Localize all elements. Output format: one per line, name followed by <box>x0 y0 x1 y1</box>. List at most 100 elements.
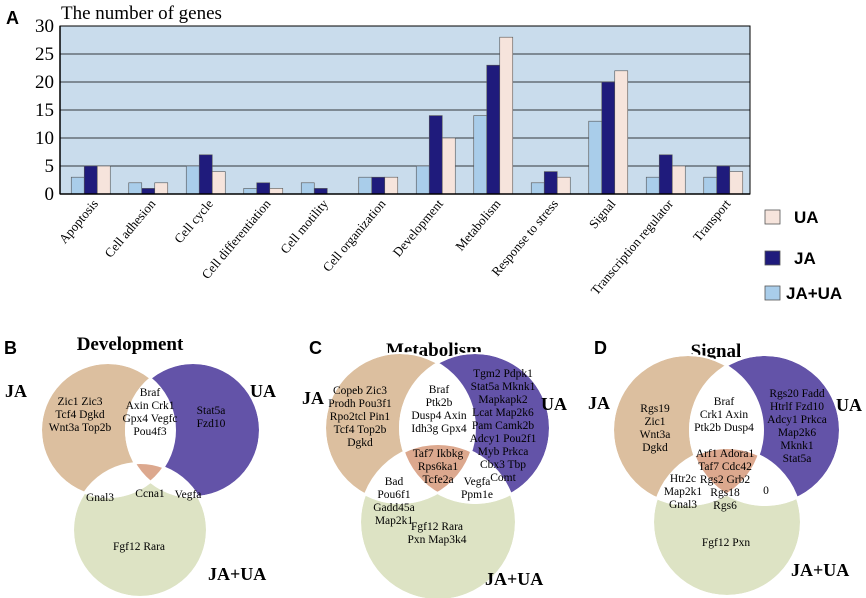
bar-ua-cell-differentiation <box>269 188 284 195</box>
region-triple <box>400 444 475 503</box>
gene-label: Zic1 <box>644 416 665 428</box>
gene-label: Axin Crk1 <box>126 400 175 412</box>
gene-label: Adcy1 Prkca <box>767 414 827 426</box>
gene-label: Htr2c <box>670 473 696 485</box>
legend-label-jaua: JA+UA <box>786 284 842 303</box>
bar-ja-plus-ua-development <box>415 165 430 195</box>
x-tick-label: Cell adhesion <box>101 196 159 261</box>
genes-ua-jaua: 0 <box>763 485 769 497</box>
gene-label: Wnt3a Top2b <box>49 422 112 434</box>
x-tick-label: Transport <box>690 196 734 244</box>
bar-ja-cell-organization <box>371 176 386 195</box>
gene-label: Vegfa <box>464 476 491 488</box>
bar-ja-transcription-regulator <box>658 154 673 195</box>
panel-b-letter: B <box>4 338 17 358</box>
gene-label: Fgf12 Rara <box>411 521 463 533</box>
gene-label: Htrlf Fzd10 <box>770 401 824 413</box>
gene-label: Fzd10 <box>197 418 226 430</box>
genes-ua-jaua: Vegfa <box>175 489 202 501</box>
gene-label: Gadd45a <box>373 502 415 514</box>
y-axis-ticks: 0 5 10 15 20 25 30 <box>35 16 54 205</box>
bar-ua-apoptosis <box>96 165 111 195</box>
bar-ja-development <box>428 115 443 195</box>
gene-label: Cbx3 Tbp <box>480 459 526 471</box>
bar-ja-plus-ua-transport <box>703 176 718 195</box>
y-tick-label: 25 <box>35 44 54 65</box>
x-tick-label: Cell motility <box>277 196 331 257</box>
x-tick-label: Apoptosis <box>56 196 101 246</box>
genes-ja-jaua: Gnal3 <box>86 492 114 504</box>
chart-title: The number of genes <box>61 3 222 24</box>
gene-label: Rgs6 <box>713 500 737 512</box>
bar-ja-apoptosis <box>83 165 98 195</box>
bar-ja-response-to-stress <box>543 171 558 195</box>
gene-label: Wnt3a <box>640 429 671 441</box>
bar-ua-response-to-stress <box>556 176 571 195</box>
genes-jaua-only: Fgf12 Pxn <box>702 537 750 549</box>
bar-chart: 0 5 10 15 20 25 30 Apoptosis Cell adhesion Cell … <box>35 16 751 298</box>
gene-label: Tcf4 Dgkd <box>55 409 105 421</box>
gene-label: Pou4f3 <box>133 426 166 438</box>
bar-ua-signal <box>614 70 629 195</box>
bar-ja-plus-ua-cell-adhesion <box>128 182 143 195</box>
panel-a-letter: A <box>6 8 19 28</box>
gene-label: Gpx4 Vegfc <box>122 413 177 425</box>
y-tick-label: 5 <box>45 156 55 177</box>
region-ua-jaua <box>690 448 801 505</box>
bar-ja-plus-ua-cell-motility <box>300 182 315 195</box>
region-ja-jaua <box>360 444 475 503</box>
bar-ua-cell-adhesion <box>154 182 169 195</box>
legend-swatch-jaua <box>764 285 781 301</box>
y-tick-label: 30 <box>35 16 54 37</box>
bar-ja-plus-ua-response-to-stress <box>530 182 545 195</box>
gene-label: Dgkd <box>347 437 373 449</box>
gene-label: Map2k6 <box>778 427 817 439</box>
bars <box>70 36 744 195</box>
bar-ja-cell-differentiation <box>256 182 271 195</box>
bar-ua-development <box>441 137 456 195</box>
legend-swatch-ua <box>764 209 781 225</box>
panel-c-letter: C <box>309 338 322 358</box>
bar-ja-plus-ua-apoptosis <box>70 176 85 195</box>
gene-label: Copeb Zic3 <box>333 385 387 397</box>
genes-triple: Ccna1 <box>135 488 165 500</box>
bar-ua-cell-cycle <box>211 171 226 195</box>
x-tick-label: Cell cycle <box>171 196 216 246</box>
bar-ja-signal <box>601 81 616 195</box>
gene-label: Map2k1 <box>664 486 703 498</box>
bar-ja-transport <box>716 165 731 195</box>
gene-label: Ccna1 <box>135 488 165 500</box>
gene-label: Pam Camk2b <box>472 420 535 432</box>
gene-label: Idh3g Gpx4 <box>411 423 467 435</box>
gene-label: Crk1 Axin <box>700 409 748 421</box>
venn-label-ua: UA <box>836 395 862 415</box>
venn-label-ja: JA <box>588 393 610 413</box>
gene-label: Stat5a <box>197 405 226 417</box>
venn-label-ja: JA <box>302 388 324 408</box>
venn-label-ua: UA <box>250 381 276 401</box>
legend-label-ja: JA <box>794 249 816 268</box>
gene-label: Myb Prkca <box>478 446 529 458</box>
region-ja-ua <box>126 363 175 497</box>
bar-ja-plus-ua-metabolism <box>473 115 488 195</box>
gene-label: Pou6f1 <box>377 489 410 501</box>
gene-label: Gnal3 <box>86 492 114 504</box>
gene-label: Stat5a <box>783 453 812 465</box>
gene-label: Vegfa <box>175 489 202 501</box>
gene-label: Rgs20 Fadd <box>769 388 825 400</box>
gene-label: 0 <box>763 485 769 497</box>
gene-label: Rpo2tcl Pin1 <box>330 411 391 423</box>
gene-label: Rgs2 Grb2 <box>700 474 750 486</box>
gene-label: Tgm2 Pdpk1 <box>473 368 533 380</box>
venn-label-jaua: JA+UA <box>485 569 543 589</box>
bar-ja-cell-cycle <box>198 154 213 195</box>
venn-label-ja: JA <box>5 381 27 401</box>
